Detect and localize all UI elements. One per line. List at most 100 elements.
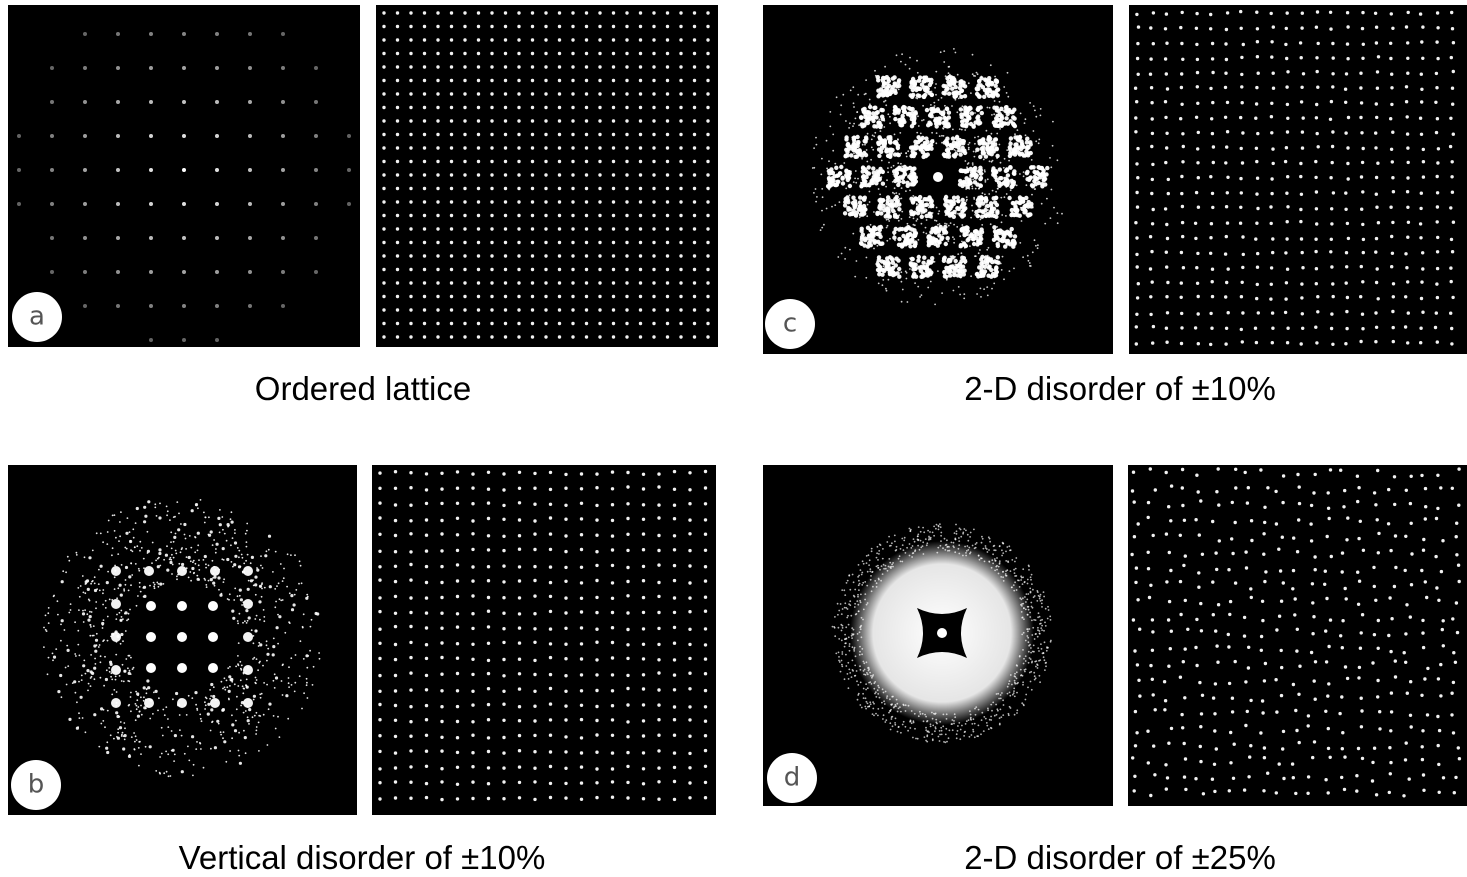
dot bbox=[450, 308, 453, 311]
dot bbox=[611, 767, 614, 770]
dot bbox=[611, 734, 614, 737]
dot bbox=[941, 292, 943, 294]
dot bbox=[533, 612, 536, 615]
dot bbox=[1271, 341, 1274, 344]
dot bbox=[212, 560, 214, 562]
dot bbox=[423, 308, 426, 311]
dot bbox=[504, 268, 507, 271]
dot bbox=[1197, 342, 1200, 345]
dot bbox=[1255, 11, 1258, 14]
dot bbox=[990, 93, 994, 97]
dot bbox=[1344, 208, 1347, 211]
dot bbox=[61, 580, 64, 583]
dot bbox=[1393, 585, 1396, 588]
dot bbox=[156, 582, 158, 584]
dot bbox=[1149, 295, 1152, 298]
dot bbox=[1180, 713, 1183, 716]
dot bbox=[504, 79, 507, 82]
dot bbox=[90, 654, 92, 656]
dot bbox=[544, 65, 547, 68]
dot bbox=[154, 587, 156, 589]
dot bbox=[652, 133, 655, 136]
dot bbox=[440, 612, 443, 615]
dot bbox=[213, 539, 215, 541]
dot bbox=[1000, 197, 1002, 199]
dot bbox=[1442, 619, 1445, 622]
dot bbox=[289, 592, 291, 594]
dot bbox=[1315, 267, 1318, 270]
dot bbox=[235, 666, 237, 668]
dot bbox=[1270, 40, 1273, 43]
dot bbox=[652, 200, 655, 203]
dot bbox=[1436, 474, 1439, 477]
dot bbox=[571, 308, 574, 311]
dot bbox=[1436, 57, 1439, 60]
dot bbox=[1012, 201, 1016, 205]
dot bbox=[598, 38, 601, 41]
dot bbox=[657, 595, 660, 598]
dot bbox=[504, 106, 507, 109]
dot bbox=[611, 597, 614, 600]
dot bbox=[199, 742, 201, 744]
dot bbox=[1239, 222, 1242, 225]
dot bbox=[899, 198, 901, 200]
dot bbox=[241, 554, 243, 556]
dot bbox=[580, 718, 583, 721]
dot bbox=[504, 38, 507, 41]
dot bbox=[1135, 253, 1138, 256]
dot bbox=[1325, 597, 1328, 600]
dot bbox=[194, 551, 196, 553]
dot bbox=[533, 594, 536, 597]
dot bbox=[1165, 295, 1168, 298]
dot bbox=[1180, 42, 1183, 45]
dot bbox=[1331, 343, 1334, 346]
dot bbox=[1357, 537, 1360, 540]
dot bbox=[313, 666, 315, 668]
dot bbox=[487, 718, 490, 721]
dot bbox=[263, 620, 265, 622]
dot bbox=[423, 25, 426, 28]
dot bbox=[205, 563, 207, 565]
dot bbox=[463, 187, 466, 190]
dot bbox=[224, 677, 226, 679]
dot bbox=[625, 254, 628, 257]
dot bbox=[184, 753, 186, 755]
dot bbox=[918, 75, 922, 79]
dot bbox=[502, 766, 505, 769]
dot bbox=[1270, 131, 1273, 134]
dot bbox=[232, 617, 235, 620]
dot bbox=[1135, 313, 1138, 316]
dot bbox=[947, 151, 951, 155]
dot bbox=[652, 119, 655, 122]
dot bbox=[549, 532, 552, 535]
dot bbox=[531, 227, 534, 230]
dot bbox=[1195, 27, 1198, 30]
dot bbox=[477, 187, 480, 190]
dot bbox=[585, 254, 588, 257]
dot bbox=[409, 563, 412, 566]
dot bbox=[347, 134, 351, 138]
dot bbox=[531, 133, 534, 136]
dot bbox=[105, 600, 107, 602]
dot bbox=[706, 227, 709, 230]
dot bbox=[626, 594, 629, 597]
dot bbox=[382, 214, 385, 217]
dot bbox=[436, 214, 439, 217]
dot bbox=[886, 227, 888, 229]
dot bbox=[1359, 295, 1362, 298]
dot bbox=[1410, 552, 1413, 555]
dot bbox=[116, 702, 118, 704]
dot bbox=[1361, 313, 1364, 316]
dot bbox=[436, 119, 439, 122]
dot bbox=[463, 52, 466, 55]
dot bbox=[1152, 11, 1155, 14]
dot bbox=[944, 242, 948, 246]
dot bbox=[895, 84, 899, 88]
dot bbox=[502, 641, 505, 644]
dot bbox=[161, 753, 163, 755]
dot bbox=[165, 751, 167, 753]
dot bbox=[974, 112, 976, 114]
dot bbox=[1302, 72, 1305, 75]
dot bbox=[1149, 235, 1152, 238]
dot bbox=[1373, 747, 1376, 750]
